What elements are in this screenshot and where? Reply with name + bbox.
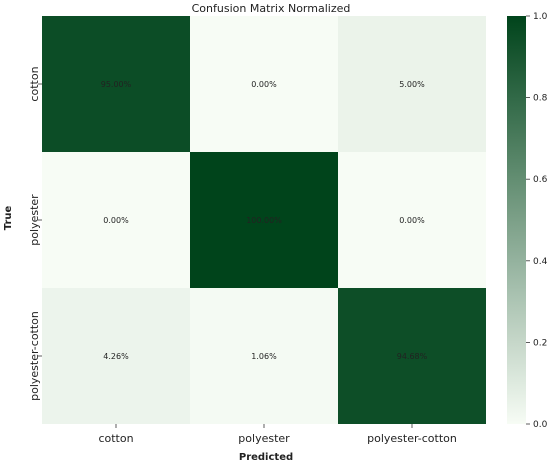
colorbar-tick-label: 0.8	[533, 94, 548, 104]
heatmap-cell	[190, 288, 338, 424]
heatmap-cell	[42, 288, 190, 424]
y-tick-label: polyester-cotton	[28, 311, 41, 401]
heatmap-cell	[190, 16, 338, 152]
y-tick-label: cotton	[28, 66, 41, 101]
heatmap-cell	[190, 152, 338, 288]
heatmap-cell	[338, 288, 486, 424]
colorbar-tick-label: 1.0	[533, 12, 548, 22]
cell-value-label: 100.00%	[246, 216, 282, 225]
cell-value-label: 0.00%	[251, 80, 277, 89]
cell-value-label: 4.26%	[103, 352, 129, 361]
chart-title: Confusion Matrix Normalized	[192, 2, 351, 15]
y-axis-label: True	[3, 206, 14, 231]
cell-value-labels: 95.00% 0.00% 5.00% 0.00% 100.00% 0.00% 4.26% 1.…	[101, 80, 428, 361]
heatmap-cell	[42, 152, 190, 288]
cell-value-label: 94.68%	[397, 352, 428, 361]
cell-value-label: 95.00%	[101, 80, 132, 89]
colorbar-gradient	[507, 16, 526, 424]
y-tick-labels: cotton polyester polyester-cotton	[28, 66, 42, 401]
x-tick-label: polyester-cotton	[367, 432, 457, 445]
x-tick-label: polyester	[238, 432, 290, 445]
colorbar: 0.0 0.2 0.4 0.6 0.8 1.0	[507, 12, 548, 430]
y-tick-label: polyester	[28, 194, 41, 246]
heatmap-cell	[338, 16, 486, 152]
cell-value-label: 5.00%	[399, 80, 425, 89]
cell-value-label: 0.00%	[399, 216, 425, 225]
heatmap-cells	[42, 16, 486, 424]
heatmap-cell	[338, 152, 486, 288]
x-tick-label: cotton	[98, 432, 133, 445]
cell-value-label: 1.06%	[251, 352, 277, 361]
colorbar-tick-label: 0.6	[533, 175, 548, 185]
colorbar-tick-label: 0.0	[533, 420, 548, 430]
x-tick-labels: cotton polyester polyester-cotton	[98, 424, 457, 445]
heatmap-cell	[42, 16, 190, 152]
cell-value-label: 0.00%	[103, 216, 129, 225]
colorbar-tick-label: 0.4	[533, 257, 548, 267]
colorbar-tick-label: 0.2	[533, 338, 547, 348]
x-axis-label: Predicted	[239, 452, 293, 463]
